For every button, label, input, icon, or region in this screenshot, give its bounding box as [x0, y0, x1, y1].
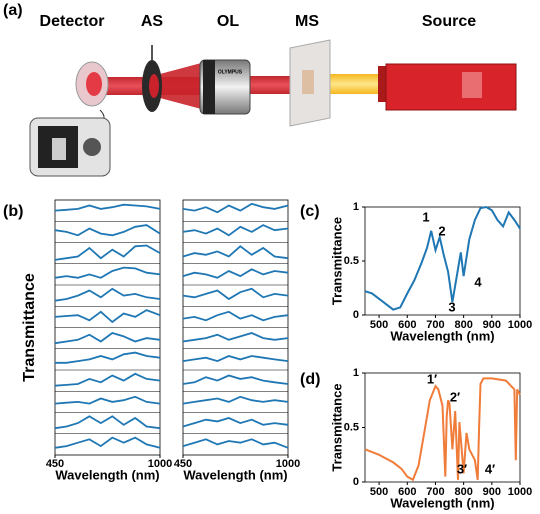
x-tick-label: 600 — [398, 319, 416, 331]
spectrum — [182, 417, 289, 428]
x-tick-label: 800 — [454, 319, 472, 331]
spectrum — [54, 224, 161, 237]
x-tick-label: 800 — [454, 486, 472, 498]
spectrum — [54, 244, 161, 261]
x-tick-label: 700 — [426, 486, 444, 498]
panel-label: (b) — [3, 203, 23, 220]
x-tick-label: 1000 — [148, 458, 172, 470]
schematic: OLYMPUS — [29, 39, 517, 177]
y-tick-label: 1 — [353, 367, 359, 379]
y-tick-label: 1 — [353, 201, 359, 213]
source — [385, 63, 517, 111]
spectrum — [54, 266, 161, 279]
spectrum — [182, 310, 289, 322]
annotation: 3′ — [457, 461, 467, 476]
spectrum — [54, 415, 161, 430]
source-nose — [378, 66, 386, 102]
spectrum — [182, 395, 289, 405]
component-label: OL — [217, 13, 239, 30]
spectrum — [364, 377, 521, 482]
annotation: 4′ — [485, 461, 495, 476]
panel-label: (c) — [300, 203, 320, 220]
spectrum — [54, 287, 161, 302]
spectrum — [182, 268, 289, 279]
spectrum — [182, 438, 289, 449]
x-tick-label: 600 — [398, 486, 416, 498]
source-vent — [462, 72, 482, 98]
spectrum — [54, 309, 161, 324]
lens-brand: OLYMPUS — [218, 69, 243, 75]
annotation: 1 — [422, 209, 429, 224]
x-tick-label: 900 — [483, 319, 501, 331]
y-tick-label: 0.5 — [344, 421, 359, 433]
y-tick-label: 0.5 — [344, 255, 359, 267]
x-tick-label: 1000 — [508, 486, 532, 498]
spectrum — [54, 395, 161, 405]
x-tick-label: 900 — [483, 486, 501, 498]
y-axis-label: Transmittance — [329, 217, 344, 305]
x-tick-label: 1000 — [276, 458, 300, 470]
spectrum — [54, 436, 161, 449]
spectrum — [54, 332, 161, 345]
x-tick-label: 450 — [46, 458, 64, 470]
beam — [250, 76, 295, 94]
beam — [330, 74, 380, 94]
spectrum — [182, 224, 289, 237]
aperture-hole — [149, 74, 159, 98]
x-axis-label: Wavelength (nm) — [55, 467, 159, 482]
spectrum — [182, 202, 289, 214]
screen-icon — [52, 138, 66, 160]
spectrum — [182, 355, 289, 363]
component-label: Detector — [40, 13, 105, 30]
x-tick-label: 700 — [426, 319, 444, 331]
component-label: MS — [295, 13, 319, 30]
annotation: 4 — [474, 274, 482, 289]
y-tick-label: 0 — [353, 309, 359, 321]
ms-pattern — [302, 70, 314, 94]
spectrum — [54, 372, 161, 387]
annotation: 3 — [448, 299, 455, 314]
y-axis-label: Transmittance — [21, 273, 38, 382]
button-pad — [83, 138, 101, 156]
spectrum — [182, 287, 289, 301]
spectrum — [364, 205, 521, 311]
x-tick-label: 450 — [174, 458, 192, 470]
beam-cone — [160, 62, 205, 110]
annotation: 2′ — [450, 389, 460, 404]
objective-band — [203, 60, 215, 114]
spectrum — [182, 374, 289, 385]
panel-label: (d) — [300, 371, 320, 388]
spectrum — [182, 332, 289, 343]
spectrum — [55, 351, 161, 364]
spectrum — [182, 245, 289, 260]
annotation: 2 — [438, 223, 445, 238]
spectrum — [54, 203, 161, 212]
x-tick-label: 1000 — [508, 319, 532, 331]
x-axis-label: Wavelength (nm) — [390, 495, 494, 510]
x-axis-label: Wavelength (nm) — [390, 328, 494, 343]
y-tick-label: 0 — [353, 476, 359, 488]
detector-center — [86, 72, 102, 96]
annotation: 1′ — [427, 371, 437, 386]
component-label: Source — [422, 13, 476, 30]
x-tick-label: 500 — [370, 486, 388, 498]
component-label: AS — [141, 13, 164, 30]
x-axis-label: Wavelength (nm) — [183, 467, 287, 482]
y-axis-label: Transmittance — [329, 383, 344, 471]
x-tick-label: 500 — [370, 319, 388, 331]
panel-label: (a) — [3, 2, 23, 19]
